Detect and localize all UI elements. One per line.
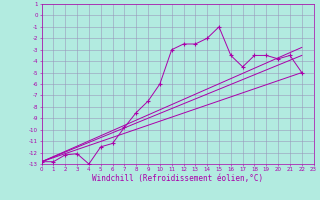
X-axis label: Windchill (Refroidissement éolien,°C): Windchill (Refroidissement éolien,°C) [92, 174, 263, 183]
